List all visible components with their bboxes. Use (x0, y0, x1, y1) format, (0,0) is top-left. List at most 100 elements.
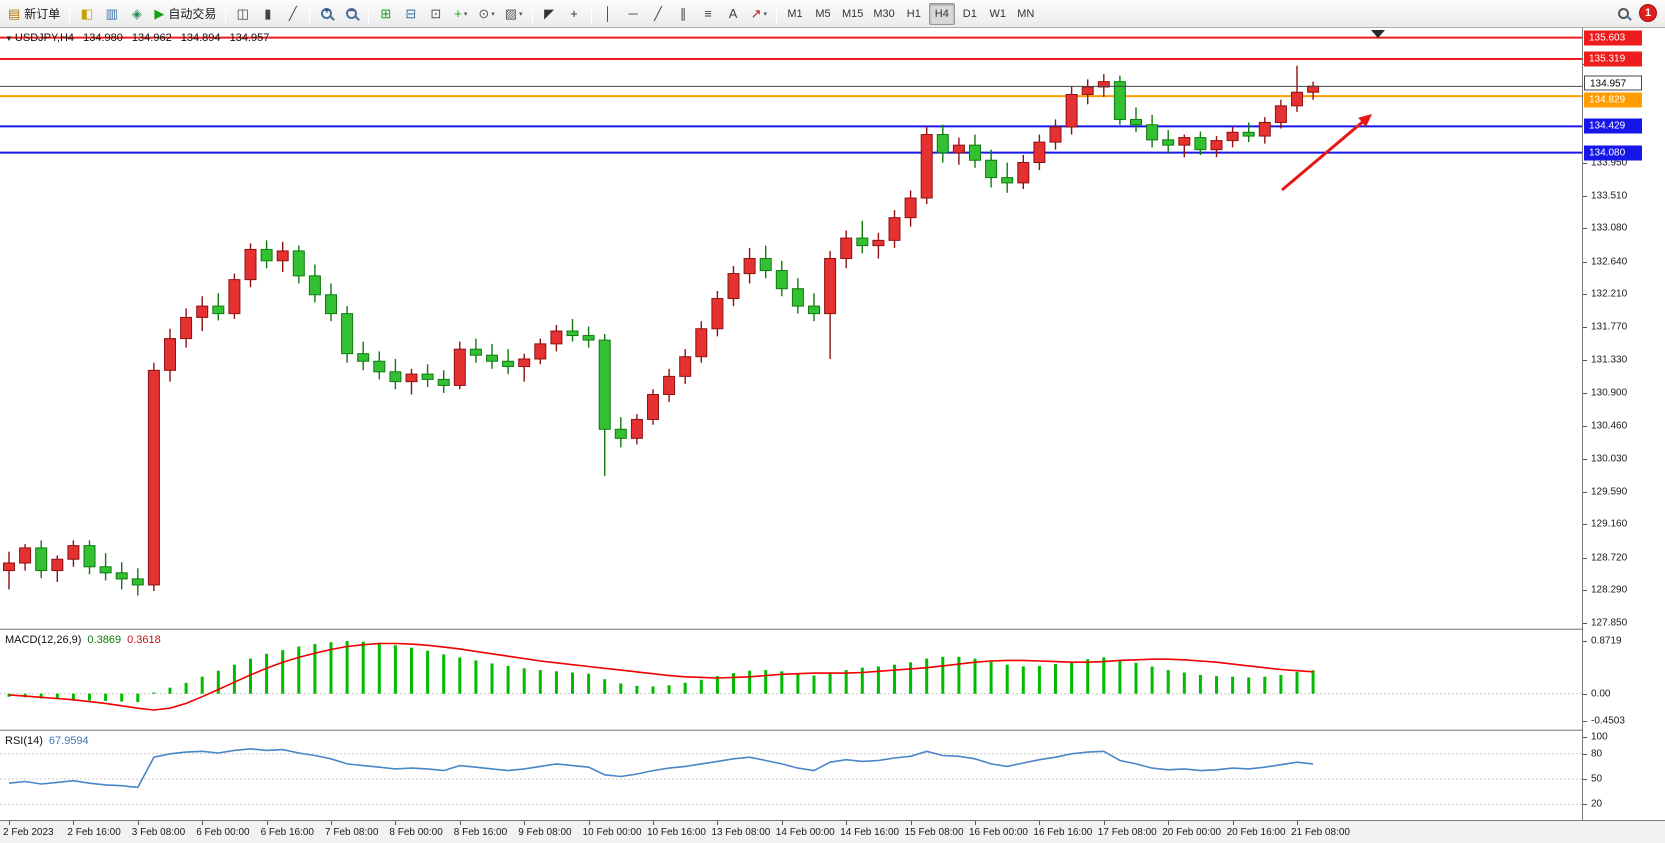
trend-arrow-annotation-head[interactable] (1358, 114, 1372, 127)
new-order-icon: ▤ (8, 6, 21, 21)
bar-chart-icon: ◫ (236, 6, 249, 21)
dropdown-arrow-icon[interactable]: ▾ (763, 10, 767, 18)
timeframe-button-mn[interactable]: MN (1013, 3, 1039, 25)
price-line-tag: 135.603 (1584, 30, 1642, 46)
auto-trading-button[interactable]: ▶ 自动交易 (150, 3, 220, 25)
arrows-button[interactable]: ↗ ▾ (747, 3, 771, 25)
template-icon: ▨ (504, 6, 518, 21)
timeframe-button-h1[interactable]: H1 (901, 3, 927, 25)
timeframe-button-m15[interactable]: M15 (838, 3, 867, 25)
indicator-window-icon: ⊟ (405, 6, 417, 21)
ohlc-low: 134.894 (180, 32, 221, 44)
macd-signal-value: 0.3618 (127, 634, 161, 646)
rsi-name: RSI(14) (5, 735, 43, 747)
time-axis-label: 6 Feb 16:00 (260, 827, 314, 838)
toolbar-separator (775, 3, 777, 24)
time-axis[interactable]: 2 Feb 2023 2 Feb 16:00 3 Feb 08:00 6 Feb 00… (0, 820, 1665, 843)
template-button[interactable]: ▨ ▾ (501, 3, 527, 25)
new-order-button[interactable]: ▤ 新订单 (4, 3, 64, 25)
zoom-out-button[interactable]: − (340, 3, 363, 25)
tick-mark (202, 821, 204, 825)
price-line-tag: 134.829 (1584, 92, 1642, 108)
navigator-button[interactable]: ◈ (125, 3, 148, 25)
data-window-icon: ⊡ (430, 6, 442, 21)
tick-mark (1583, 640, 1587, 642)
profiles-button[interactable]: ▥ (100, 3, 123, 25)
macd-name: MACD(12,26,9) (5, 634, 82, 646)
timeframe-button-m5[interactable]: M5 (810, 3, 836, 25)
tick-mark (331, 821, 332, 825)
trendline-button[interactable]: ╱ (647, 3, 670, 25)
tick-mark (459, 821, 461, 825)
notification-badge[interactable]: 1 (1639, 4, 1657, 22)
rsi-pane[interactable] (0, 732, 1582, 820)
pane-separator[interactable] (0, 628, 1665, 630)
main-price-chart[interactable] (0, 28, 1582, 628)
dropdown-arrow-icon[interactable]: ▾ (519, 10, 523, 18)
price-line-tag: 134.429 (1584, 118, 1642, 134)
tick-mark (73, 821, 75, 825)
horizontal-line-button[interactable]: ─ (622, 3, 645, 25)
price-line-tag: 134.080 (1584, 145, 1642, 161)
channel-icon: ∥ (679, 6, 687, 21)
timeframe-button-h4[interactable]: H4 (928, 2, 955, 25)
vertical-line-icon: │ (604, 6, 613, 21)
text-button[interactable]: A (722, 3, 745, 25)
price-axis[interactable]: 135.250133.950133.510133.080132.640132.2… (1582, 28, 1665, 820)
toolbar-separator (531, 3, 533, 24)
line-chart-button[interactable]: ╱ (281, 3, 304, 25)
tick-mark (1583, 779, 1587, 780)
timeframe-button-m30[interactable]: M30 (869, 3, 898, 25)
trend-arrow-annotation[interactable] (1281, 118, 1367, 192)
tick-mark (1103, 821, 1105, 825)
auto-trading-button-label: 自动交易 (168, 7, 217, 21)
dropdown-arrow-icon[interactable]: ▾ (463, 10, 468, 18)
macd-pane[interactable] (0, 631, 1582, 729)
time-axis-label: 20 Feb 16:00 (1226, 827, 1286, 838)
timeframe-button-w1[interactable]: W1 (985, 3, 1011, 25)
pane-separator[interactable] (0, 729, 1665, 731)
play-icon: ▶ (154, 6, 165, 21)
bar-chart-button[interactable]: ◫ (231, 3, 254, 25)
candlestick-chart-button[interactable]: ▮ (256, 3, 279, 25)
timeframe-button-d1[interactable]: D1 (957, 3, 983, 25)
chart-shift-marker-icon[interactable] (1371, 30, 1385, 38)
toolbar: ▤ 新订单 ◧ ▥ ◈ ▶ 自动交易 ◫ ▮ ╱ + − ⊞ ⊟ ⊡ + ▾ ⊙ ▾ ▨ ▾ ◤ + │ ─ ╱ ∥ ≡ A ↗ ▾ M1 M5… (0, 0, 1665, 28)
chart-window-icon: ◧ (80, 6, 93, 21)
vertical-line-button[interactable]: │ (597, 3, 620, 25)
tick-mark (1583, 720, 1587, 722)
cursor-button[interactable]: ◤ (538, 3, 561, 25)
price-axis-tick: 131.770 (1591, 321, 1628, 333)
price-axis-tick: 133.950 (1591, 157, 1628, 168)
time-axis-label: 14 Feb 16:00 (840, 827, 900, 838)
macd-main-value: 0.3869 (87, 634, 122, 646)
tile-windows-icon: ⊞ (380, 6, 392, 21)
period-button[interactable]: ⊙ ▾ (474, 3, 498, 25)
dropdown-arrow-icon[interactable]: ▾ (491, 10, 495, 18)
channel-button[interactable]: ∥ (672, 3, 695, 25)
time-axis-label: 2 Feb 16:00 (67, 827, 121, 838)
zoom-in-button[interactable]: + (315, 3, 338, 25)
tick-mark (781, 821, 783, 825)
tick-mark (717, 821, 719, 825)
candlesticks (3, 65, 1320, 596)
toolbar-right: 1 (1618, 4, 1657, 22)
cursor-icon: ◤ (544, 6, 555, 21)
clock-icon: ⊙ (478, 6, 490, 21)
charts-button[interactable]: ◧ (75, 3, 98, 25)
add-indicator-button[interactable]: + ▾ (449, 3, 472, 25)
fibonacci-button[interactable]: ≡ (697, 3, 720, 25)
toolbar-separator (225, 3, 227, 24)
search-icon[interactable] (1618, 7, 1629, 19)
tick-mark (1583, 557, 1587, 559)
symbol-label: ▼ USDJPY,H4 134.980 134.962 134.894 134.9… (5, 32, 269, 44)
crosshair-button[interactable]: + (563, 3, 586, 25)
data-window-button[interactable]: ⊡ (424, 3, 447, 25)
timeframe-button-m1[interactable]: M1 (782, 3, 808, 25)
tick-mark (588, 821, 590, 825)
tile-windows-button[interactable]: ⊞ (374, 3, 397, 25)
indicator-window-button[interactable]: ⊟ (399, 3, 422, 25)
tick-mark (1583, 524, 1587, 526)
one-click-trading-arrow-icon[interactable]: ▼ (5, 34, 13, 43)
tick-mark (1583, 162, 1587, 164)
